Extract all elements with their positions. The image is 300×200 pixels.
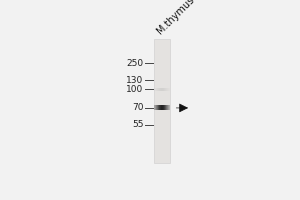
Bar (167, 88, 168, 91)
Text: 130: 130 (126, 76, 143, 85)
Bar (154, 88, 155, 91)
Bar (156, 88, 157, 91)
Bar (166, 88, 167, 91)
Bar (160, 88, 161, 91)
Bar (161, 88, 162, 91)
Bar (154, 39, 170, 163)
Bar (162, 88, 163, 91)
Text: 70: 70 (132, 103, 143, 112)
Bar (164, 88, 165, 91)
Text: 55: 55 (132, 120, 143, 129)
Bar (169, 88, 170, 91)
Bar (157, 88, 158, 91)
Bar (159, 88, 160, 91)
Bar (168, 88, 169, 91)
Bar (158, 88, 159, 91)
Bar (160, 88, 161, 91)
Bar (154, 88, 155, 91)
Bar (155, 88, 156, 91)
Bar (165, 88, 166, 91)
Text: 250: 250 (126, 59, 143, 68)
Text: 100: 100 (126, 85, 143, 94)
Bar (163, 88, 164, 91)
Text: M.thymus: M.thymus (155, 0, 196, 36)
